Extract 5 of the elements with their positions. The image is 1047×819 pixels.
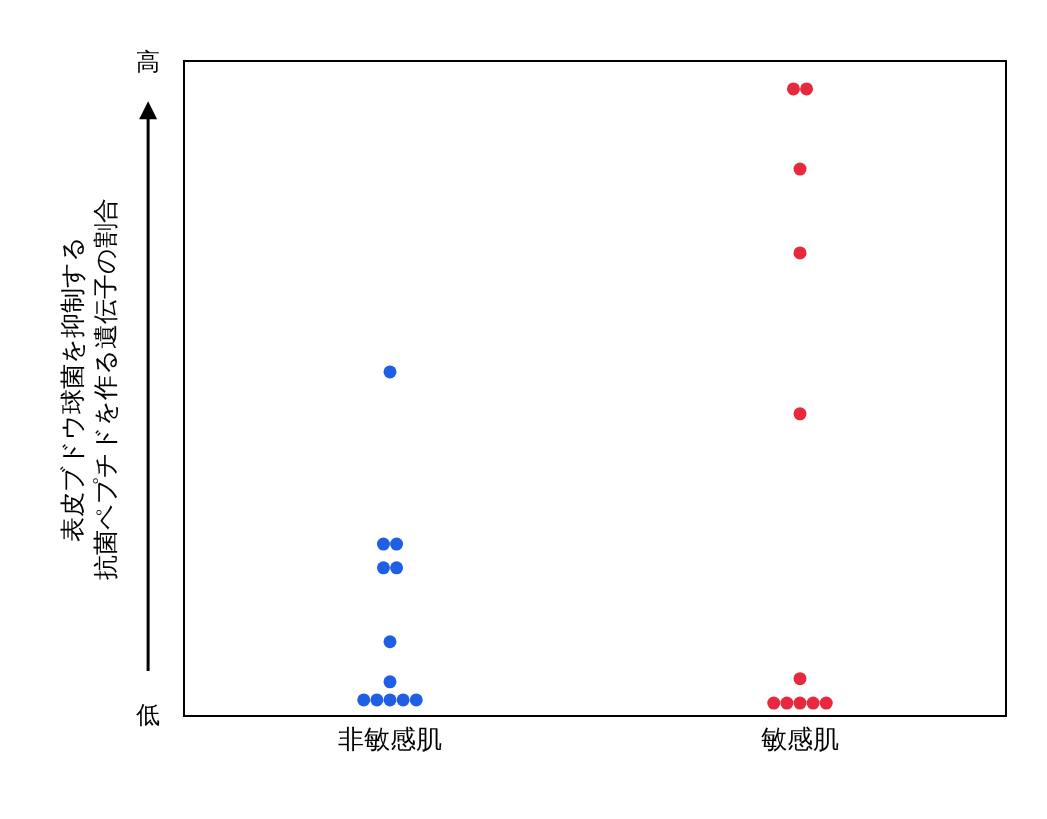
text: 低 — [136, 701, 160, 729]
text: 高 — [136, 48, 160, 76]
x-tick-label: 非敏感肌 — [338, 723, 442, 754]
x-tick-label: 敏感肌 — [761, 723, 839, 754]
y-axis-title: 表皮ブドウ球菌を抑制する抗菌ペプチドを作る遺伝子の割合 — [58, 197, 120, 580]
